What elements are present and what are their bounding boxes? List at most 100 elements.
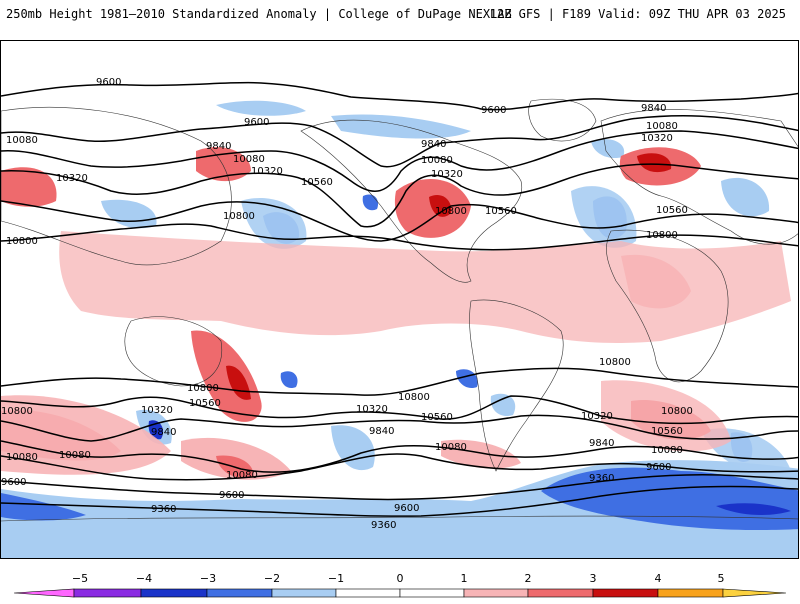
height-contours (1, 81, 798, 517)
contour-label: 10560 (656, 205, 688, 216)
colorbar: −5 −4 −3 −2 −1 0 1 2 3 4 5 (0, 562, 800, 600)
map-canvas: 9600 9600 9600 9840 10080 10320 10800 10… (1, 77, 798, 558)
contour-label: 9360 (371, 520, 396, 531)
anomaly-negative-s-america (456, 369, 478, 389)
contour-9360-south (1, 485, 798, 517)
contour-label: 9360 (151, 504, 176, 515)
colorbar-segment (399, 588, 465, 598)
contour-label: 9840 (589, 438, 614, 449)
contour-label: 9600 (646, 462, 671, 473)
contour-10560-south (1, 395, 798, 425)
colorbar-tick: −3 (200, 572, 216, 585)
colorbar-tick: 3 (590, 572, 597, 585)
anomaly-negative-greenland (591, 138, 625, 159)
coast-north-america (300, 119, 523, 283)
anomaly-positive-nasia (1, 167, 57, 207)
coast-asia (1, 106, 232, 266)
anomaly-positive-satl-light (601, 380, 731, 452)
contour-label: 10560 (301, 177, 333, 188)
colorbar-svg: −5 −4 −3 −2 −1 0 1 2 3 4 5 (13, 572, 787, 598)
anomaly-negative-antarctic-core (541, 467, 798, 531)
contour-label: 10800 (6, 236, 38, 247)
contour-label: 10800 (599, 357, 631, 368)
contour-label: 9840 (151, 427, 176, 438)
contour-label: 10800 (223, 211, 255, 222)
anomaly-negative-arctic (216, 100, 306, 116)
coast-australia (124, 316, 223, 387)
contour-label: 9840 (369, 426, 394, 437)
anomaly-negative-asia (101, 199, 157, 229)
colorbar-tick: −4 (136, 572, 152, 585)
anomaly-positive-africa (621, 254, 691, 309)
contour-label: 10560 (421, 412, 453, 423)
anomaly-negative-west (362, 194, 379, 211)
anomaly-positive-west-us-core (429, 194, 452, 217)
contour-10800-south (1, 367, 798, 396)
colorbar-tick: 4 (655, 572, 662, 585)
colorbar-arrow-right (722, 588, 787, 598)
contour-label: 10800 (661, 406, 693, 417)
contour-10800-north (1, 223, 798, 251)
contour-label: 10800 (1, 406, 33, 417)
contour-label: 10080 (421, 155, 453, 166)
colorbar-segment (206, 588, 273, 598)
model-run-info: 12Z GFS | F189 Valid: 09Z THU APR 03 202… (489, 7, 786, 21)
contour-label: 10080 (6, 135, 38, 146)
contour-10080-north (1, 130, 798, 192)
colorbar-segment (73, 588, 142, 598)
contour-label: 9840 (206, 141, 231, 152)
contour-label: 10080 (59, 450, 91, 461)
colorbar-arrow-left (13, 588, 75, 598)
colorbar-segment (271, 588, 337, 598)
contour-label: 10800 (646, 230, 678, 241)
map-title: 250mb Height 1981–2010 Standardized Anom… (6, 7, 512, 21)
colorbar-tick: 2 (525, 572, 532, 585)
contour-label: 9600 (96, 77, 121, 88)
contour-label: 10080 (226, 470, 258, 481)
colorbar-segment (140, 588, 208, 598)
colorbar-tick: −2 (264, 572, 280, 585)
contour-9600-south (1, 473, 798, 501)
contour-10560-north (1, 200, 798, 242)
contour-label: 9600 (394, 503, 419, 514)
contour-9600-north (1, 81, 798, 111)
header: 250mb Height 1981–2010 Standardized Anom… (0, 0, 800, 30)
colorbar-tick: 1 (461, 572, 468, 585)
contour-label: 10560 (651, 426, 683, 437)
contour-9840-south (1, 453, 798, 481)
contour-label: 9840 (641, 103, 666, 114)
contour-label: 10080 (435, 442, 467, 453)
contour-label: 10560 (485, 206, 517, 217)
contour-label: 9600 (244, 117, 269, 128)
coast-south-america (469, 299, 564, 472)
anomaly-negative-satlantic (490, 393, 516, 417)
contour-label: 10080 (646, 121, 678, 132)
contour-label: 10080 (6, 452, 38, 463)
contour-9840-north (1, 115, 798, 168)
colorbar-tick: 5 (718, 572, 725, 585)
contour-10320-north (1, 163, 798, 228)
contour-label: 10320 (581, 411, 613, 422)
contour-label: 9360 (589, 473, 614, 484)
contour-label: 10320 (431, 169, 463, 180)
coastlines (1, 98, 798, 522)
colorbar-segment (657, 588, 724, 598)
colorbar-segment (463, 588, 529, 598)
colorbar-segment (527, 588, 594, 598)
colorbar-tick: −5 (72, 572, 88, 585)
contour-label: 9600 (1, 477, 26, 488)
coast-antarctica (1, 515, 798, 522)
contour-labels: 9600 9600 9600 9840 10080 10320 10800 10… (1, 77, 693, 531)
contour-label: 10080 (233, 154, 265, 165)
contour-label: 10320 (641, 133, 673, 144)
anomaly-negative-spac-small (280, 371, 298, 389)
contour-label: 10320 (56, 173, 88, 184)
coast-africa (606, 229, 729, 383)
contour-label: 9600 (481, 105, 506, 116)
contour-10320-south (1, 414, 798, 442)
anomaly-negative-canada (331, 114, 471, 139)
contour-label: 10800 (435, 206, 467, 217)
anomaly-positive-europe-core (637, 153, 672, 173)
contour-label: 9600 (219, 490, 244, 501)
colorbar-tick-labels: −5 −4 −3 −2 −1 0 1 2 3 4 5 (72, 572, 725, 585)
